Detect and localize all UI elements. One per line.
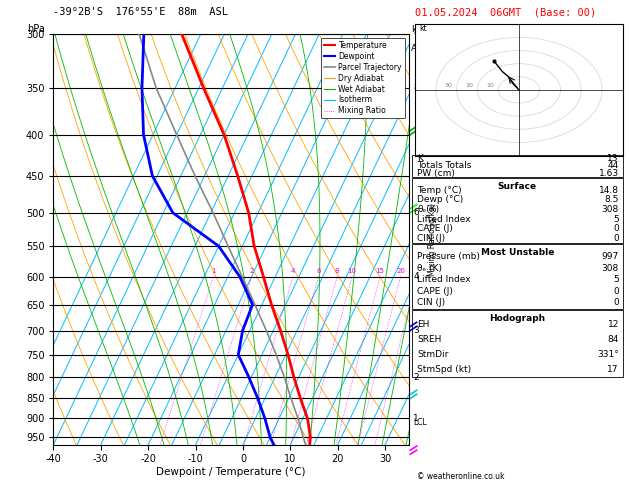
Text: Dewp (°C): Dewp (°C) xyxy=(417,195,464,205)
Text: 2: 2 xyxy=(250,268,254,274)
Text: km: km xyxy=(411,25,425,34)
Text: StmDir: StmDir xyxy=(417,350,448,359)
Text: SREH: SREH xyxy=(417,335,442,344)
Text: 10: 10 xyxy=(348,268,357,274)
Text: CIN (J): CIN (J) xyxy=(417,234,445,243)
Text: Pressure (mb): Pressure (mb) xyxy=(417,253,480,261)
Text: 84: 84 xyxy=(608,335,619,344)
Text: hPa: hPa xyxy=(27,24,45,34)
Text: kt: kt xyxy=(420,24,427,33)
Text: 01.05.2024  06GMT  (Base: 00): 01.05.2024 06GMT (Base: 00) xyxy=(415,7,596,17)
Text: 44: 44 xyxy=(608,161,619,171)
Text: 13: 13 xyxy=(608,154,619,163)
Text: 5: 5 xyxy=(613,276,619,284)
Text: 0: 0 xyxy=(613,287,619,296)
Text: CAPE (J): CAPE (J) xyxy=(417,224,453,233)
Text: 7: 7 xyxy=(413,130,419,139)
Text: © weatheronline.co.uk: © weatheronline.co.uk xyxy=(417,472,504,481)
Text: 30: 30 xyxy=(445,83,452,88)
X-axis label: Dewpoint / Temperature (°C): Dewpoint / Temperature (°C) xyxy=(157,467,306,477)
Text: 331°: 331° xyxy=(597,350,619,359)
Text: 997: 997 xyxy=(602,253,619,261)
Text: 10: 10 xyxy=(486,83,494,88)
Text: 2: 2 xyxy=(413,373,419,382)
Text: Temp (°C): Temp (°C) xyxy=(417,186,462,195)
Text: 0: 0 xyxy=(613,234,619,243)
Text: CIN (J): CIN (J) xyxy=(417,298,445,307)
Text: 15: 15 xyxy=(376,268,384,274)
Text: 6: 6 xyxy=(316,268,321,274)
Text: 3: 3 xyxy=(413,326,419,335)
Text: 14.8: 14.8 xyxy=(599,186,619,195)
Text: 1: 1 xyxy=(413,414,419,423)
Text: θₑ (K): θₑ (K) xyxy=(417,264,442,273)
Legend: Temperature, Dewpoint, Parcel Trajectory, Dry Adiabat, Wet Adiabat, Isotherm, Mi: Temperature, Dewpoint, Parcel Trajectory… xyxy=(321,38,405,119)
Text: LCL: LCL xyxy=(413,418,427,427)
Text: Most Unstable: Most Unstable xyxy=(481,248,554,257)
Text: 20: 20 xyxy=(465,83,473,88)
Text: 5: 5 xyxy=(613,215,619,224)
Text: 4: 4 xyxy=(413,272,419,281)
Text: 308: 308 xyxy=(602,205,619,214)
Text: 9: 9 xyxy=(413,30,419,38)
Text: 0: 0 xyxy=(613,224,619,233)
Text: K: K xyxy=(417,154,423,163)
Text: 8: 8 xyxy=(335,268,340,274)
Text: PW (cm): PW (cm) xyxy=(417,169,455,178)
Text: StmSpd (kt): StmSpd (kt) xyxy=(417,364,471,374)
Text: 20: 20 xyxy=(396,268,405,274)
Text: 308: 308 xyxy=(602,264,619,273)
Text: CAPE (J): CAPE (J) xyxy=(417,287,453,296)
Text: ASL: ASL xyxy=(411,44,428,53)
Text: Lifted Index: Lifted Index xyxy=(417,276,470,284)
Text: 8: 8 xyxy=(413,84,419,92)
Text: 1.63: 1.63 xyxy=(599,169,619,178)
Text: 4: 4 xyxy=(291,268,295,274)
Text: 17: 17 xyxy=(608,364,619,374)
Text: θₑ(K): θₑ(K) xyxy=(417,205,439,214)
Text: 0: 0 xyxy=(613,298,619,307)
Text: Hodograph: Hodograph xyxy=(489,314,545,323)
Text: Totals Totals: Totals Totals xyxy=(417,161,471,171)
Text: Surface: Surface xyxy=(498,182,537,191)
Text: -39°2B'S  176°55'E  88m  ASL: -39°2B'S 176°55'E 88m ASL xyxy=(53,7,228,17)
Text: 12: 12 xyxy=(608,320,619,330)
Text: 6: 6 xyxy=(413,208,419,217)
Text: EH: EH xyxy=(417,320,430,330)
Text: Mixing Ratio (g/kg): Mixing Ratio (g/kg) xyxy=(428,203,437,276)
Text: Lifted Index: Lifted Index xyxy=(417,215,470,224)
Text: 8.5: 8.5 xyxy=(604,195,619,205)
Text: 1: 1 xyxy=(211,268,216,274)
